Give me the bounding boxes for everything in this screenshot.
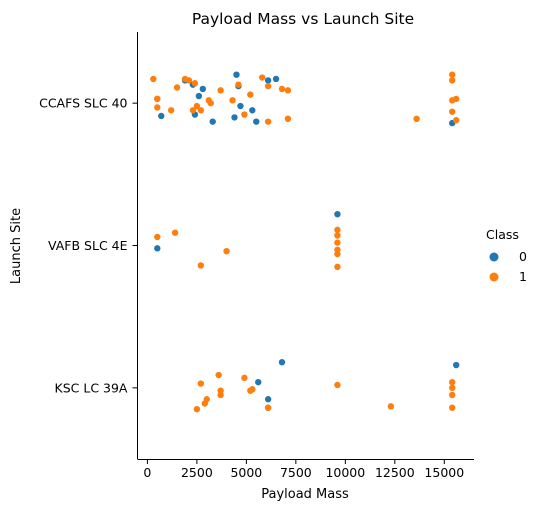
data-point-class-1: [223, 247, 230, 255]
data-point-class-1: [235, 81, 242, 88]
legend-marker-class-1: [489, 272, 499, 282]
legend-title: Class: [486, 227, 519, 242]
data-point-class-1: [449, 108, 456, 115]
data-point-class-0: [264, 77, 272, 84]
data-point-class-1: [449, 378, 456, 386]
x-tick-label: 2500: [181, 465, 213, 480]
legend-label-class-0: 0: [519, 249, 527, 264]
data-point-class-0: [195, 92, 203, 100]
data-point-class-1: [171, 229, 179, 236]
data-point-class-1: [247, 91, 254, 98]
data-point-class-1: [197, 107, 205, 114]
data-point-class-0: [334, 210, 341, 218]
data-point-class-1: [264, 82, 272, 90]
data-point-class-1: [154, 104, 161, 111]
data-point-class-1: [334, 239, 341, 246]
data-point-class-1: [189, 107, 197, 114]
data-point-class-1: [264, 404, 272, 411]
data-point-class-0: [255, 378, 262, 386]
data-points: [150, 71, 460, 413]
data-point-class-1: [452, 117, 460, 124]
y-tick-label: KSC LC 39A: [55, 380, 128, 395]
x-tick-label: 15000: [424, 465, 464, 480]
x-tick-label: 5000: [230, 465, 262, 480]
data-point-class-1: [197, 262, 205, 269]
chart-title: Payload Mass vs Launch Site: [192, 10, 414, 28]
data-point-class-1: [203, 396, 210, 403]
data-point-class-1: [215, 371, 222, 379]
data-point-class-0: [253, 118, 260, 125]
data-point-class-0: [209, 118, 216, 125]
data-point-class-1: [449, 71, 456, 78]
data-point-class-1: [449, 384, 456, 392]
data-point-class-0: [237, 102, 244, 110]
data-point-class-1: [284, 87, 292, 94]
legend: Class 0 1: [486, 227, 527, 284]
data-point-class-0: [199, 85, 207, 93]
data-point-class-1: [449, 404, 456, 411]
data-point-class-0: [158, 112, 165, 120]
y-axis-ticks: CCAFS SLC 40 VAFB SLC 4E KSC LC 39A: [39, 96, 138, 395]
legend-label-class-1: 1: [519, 269, 527, 284]
data-point-class-0: [452, 361, 460, 369]
data-point-class-1: [249, 386, 256, 393]
data-point-class-1: [413, 115, 420, 123]
data-point-class-1: [334, 381, 341, 389]
data-point-class-1: [193, 405, 201, 413]
legend-marker-class-0: [489, 252, 499, 262]
data-point-class-1: [284, 115, 292, 123]
data-point-class-1: [150, 75, 157, 83]
data-point-class-1: [334, 232, 341, 239]
data-point-class-0: [278, 359, 286, 366]
data-point-class-1: [241, 111, 248, 118]
data-point-class-1: [259, 74, 266, 81]
x-tick-label: 10000: [325, 465, 365, 480]
data-point-class-1: [217, 391, 224, 399]
data-point-class-0: [154, 245, 161, 252]
x-axis-ticks: 0 2500 5000 7500 10000 12500 15000: [143, 459, 464, 480]
data-point-class-1: [191, 80, 199, 87]
data-point-class-1: [241, 374, 248, 382]
data-point-class-1: [167, 107, 175, 114]
data-point-class-1: [193, 102, 201, 110]
data-point-class-1: [154, 95, 161, 103]
data-point-class-1: [387, 403, 395, 410]
y-tick-label: VAFB SLC 4E: [48, 238, 128, 253]
x-tick-label: 7500: [280, 465, 312, 480]
data-point-class-1: [449, 77, 456, 84]
data-point-class-0: [231, 114, 238, 121]
y-tick-label: CCAFS SLC 40: [39, 96, 127, 111]
data-point-class-1: [264, 118, 272, 125]
data-point-class-1: [449, 391, 456, 399]
data-point-class-1: [229, 97, 236, 104]
data-point-class-1: [217, 87, 224, 94]
data-point-class-0: [233, 71, 240, 78]
data-point-class-0: [264, 396, 272, 403]
data-point-class-1: [207, 99, 214, 107]
x-tick-label: 0: [143, 465, 151, 480]
data-point-class-1: [334, 250, 341, 258]
data-point-class-0: [272, 75, 280, 83]
data-point-class-1: [334, 226, 341, 234]
plot-area: [137, 32, 474, 460]
x-axis-label: Payload Mass: [261, 487, 349, 502]
data-point-class-0: [249, 107, 256, 114]
data-point-class-1: [154, 233, 161, 241]
data-point-class-1: [197, 380, 205, 387]
data-point-class-1: [173, 84, 181, 91]
data-point-class-1: [334, 263, 341, 271]
data-point-class-1: [278, 85, 286, 93]
y-axis-label: Launch Site: [9, 208, 24, 284]
data-point-class-1: [452, 95, 460, 103]
data-point-class-1: [185, 77, 193, 84]
x-tick-label: 12500: [375, 465, 415, 480]
